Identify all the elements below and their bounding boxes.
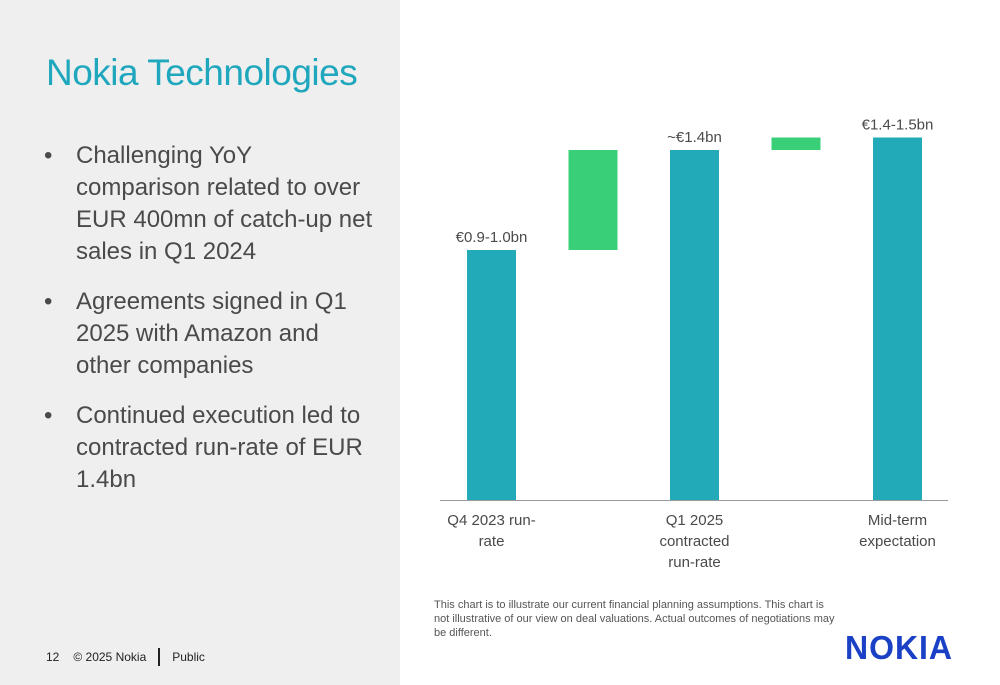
nokia-logo: NOKIA [845, 630, 953, 662]
page-number: 12 [46, 650, 60, 664]
slide-title: Nokia Technologies [46, 52, 358, 93]
category-label: contracted [659, 533, 729, 550]
increment-bar [771, 137, 821, 150]
chart-disclaimer: This chart is to illustrate our current … [434, 599, 835, 639]
bullet-text: Challenging YoY comparison related to ov… [76, 142, 373, 265]
bullet-list: • Challenging YoY comparison related to o… [40, 140, 375, 514]
classification-label: Public [172, 650, 205, 664]
data-label: €1.4-1.5bn [862, 117, 934, 134]
bullet-marker: • [44, 402, 53, 429]
footer-divider [158, 648, 161, 666]
left-panel [0, 0, 400, 685]
category-label: Q1 2025 [666, 512, 724, 529]
copyright: © 2025 Nokia [73, 650, 147, 664]
waterfall-chart: €0.9-1.0bn Q4 2023 run-rate ~€1.4bn Q1 2025… [440, 117, 948, 571]
total-bar [467, 250, 516, 500]
data-label: €0.9-1.0bn [456, 229, 528, 246]
category-label: Mid-term [868, 512, 927, 529]
footer: 12 © 2025 Nokia Public [46, 648, 205, 666]
logo-wordmark: NOKIA [845, 630, 953, 662]
category-label: Q4 2023 run- [447, 512, 535, 529]
category-label: run-rate [668, 554, 721, 571]
bullet-item: • Challenging YoY comparison related to o… [40, 140, 375, 268]
bullet-text: Agreements signed in Q1 2025 with Amazon… [76, 288, 347, 379]
category-label: rate [479, 533, 505, 550]
increment-bar [568, 150, 618, 250]
bullet-item: • Agreements signed in Q1 2025 with Amazo… [40, 286, 375, 382]
total-bar [873, 137, 922, 500]
bullet-marker: • [44, 288, 53, 315]
total-bar [670, 150, 719, 500]
bullet-item: • Continued execution led to contracted r… [40, 400, 375, 496]
category-label: expectation [859, 533, 936, 550]
bullet-text: Continued execution led to contracted ru… [76, 402, 363, 493]
bullet-marker: • [44, 142, 53, 169]
data-label: ~€1.4bn [667, 129, 722, 146]
